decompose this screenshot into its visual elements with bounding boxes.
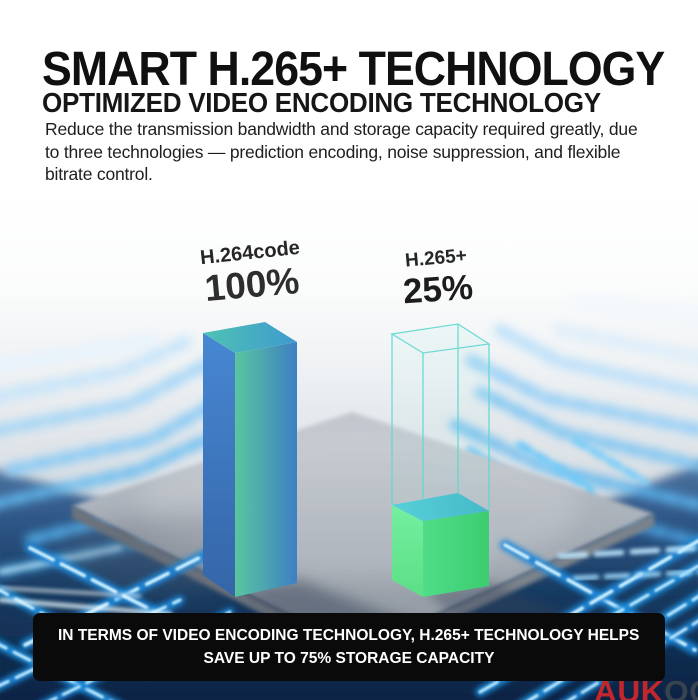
h264-bar-front-face: [235, 342, 297, 597]
page-subtitle: OPTIMIZED VIDEO ENCODING TECHNOLOGY: [42, 87, 601, 119]
h265-ghost-wireframe: [390, 323, 491, 521]
h264-bar: [203, 322, 297, 597]
h265-value-label: 25%: [401, 267, 475, 312]
brand-logo: AUKOO: [594, 674, 698, 700]
h265-bar: [392, 493, 489, 597]
description-line: bitrate control.: [45, 164, 153, 184]
description-line: to three technologies — prediction encod…: [45, 141, 621, 162]
summary-banner: IN TERMS OF VIDEO ENCODING TECHNOLOGY, H…: [33, 613, 665, 681]
description-line: Reduce the transmission bandwidth and st…: [45, 119, 638, 139]
h265-bar-left-face: [392, 505, 423, 597]
h265-bar-front-face: [423, 511, 489, 597]
page-title: SMART H.265+ TECHNOLOGY: [42, 43, 665, 97]
summary-banner-line: SAVE UP TO 75% STORAGE CAPACITY: [203, 650, 495, 667]
h264-bar-top-face: [203, 322, 297, 353]
brand-logo-part1: AUK: [594, 674, 665, 700]
h265-bar-top-face: [392, 493, 489, 521]
description-paragraph: Reduce the transmission bandwidth and st…: [45, 118, 638, 186]
summary-banner-line: IN TERMS OF VIDEO ENCODING TECHNOLOGY, H…: [58, 627, 640, 644]
h264-bar-left-face: [203, 333, 235, 597]
brand-logo-part2: OO: [664, 674, 698, 700]
